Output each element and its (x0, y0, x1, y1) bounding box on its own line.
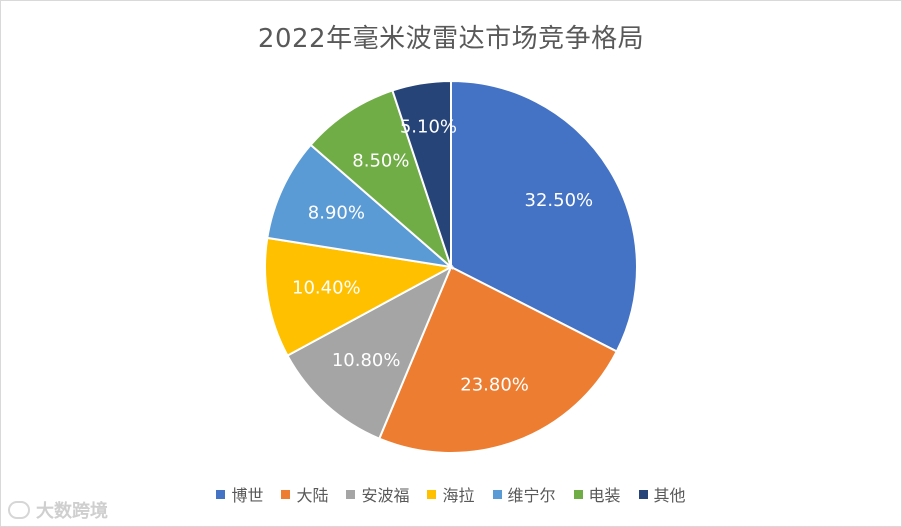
pie-slice-5 (266, 143, 455, 269)
pie-data-label: 8.50% (352, 151, 409, 172)
legend-swatch (281, 489, 291, 499)
chart-title: 2022年毫米波雷达市场竞争格局 (257, 24, 645, 54)
legend-swatch (346, 489, 356, 499)
watermark-logo-icon (8, 501, 30, 519)
pie-data-label: 10.40% (292, 277, 361, 298)
legend-swatch (573, 489, 583, 499)
legend-label: 维宁尔 (507, 486, 556, 505)
legend-label: 大陆 (296, 486, 329, 505)
watermark-text: 大数跨境 (36, 501, 108, 522)
legend-label: 安波福 (361, 486, 410, 505)
pie-slice-2 (377, 265, 619, 454)
legend-item: 海拉 (427, 482, 475, 506)
pie-data-label: 8.90% (308, 203, 365, 224)
legend-item: 安波福 (346, 482, 409, 506)
pie-slice-4 (264, 236, 455, 357)
pie-slice-7 (391, 79, 452, 268)
legend-swatch (638, 489, 648, 499)
legend-item: 电装 (573, 482, 621, 506)
legend-label: 海拉 (442, 486, 475, 505)
legend-swatch (427, 489, 437, 499)
pie-data-label: 10.80% (332, 350, 401, 371)
pie-slice-1 (450, 79, 638, 353)
pie-slice-6 (309, 89, 454, 271)
pie-slice-3 (286, 264, 454, 440)
legend-swatch (216, 489, 226, 499)
legend-item: 维宁尔 (492, 482, 556, 506)
legend-item: 其他 (638, 482, 686, 506)
pie-data-label: 5.10% (400, 116, 457, 137)
legend-item: 博世 (216, 482, 263, 506)
pie-data-label: 23.80% (460, 375, 529, 396)
legend-swatch (492, 489, 502, 499)
chart-legend: 博世 大陆 安波福 海拉 维宁尔 电装 其他 (0, 482, 902, 506)
pie-data-label: 32.50% (525, 190, 594, 211)
legend-label: 其他 (653, 486, 686, 505)
watermark: 大数跨境 (8, 497, 108, 523)
legend-item: 大陆 (281, 482, 328, 506)
legend-label: 电装 (588, 486, 621, 505)
legend-label: 博世 (231, 486, 264, 505)
